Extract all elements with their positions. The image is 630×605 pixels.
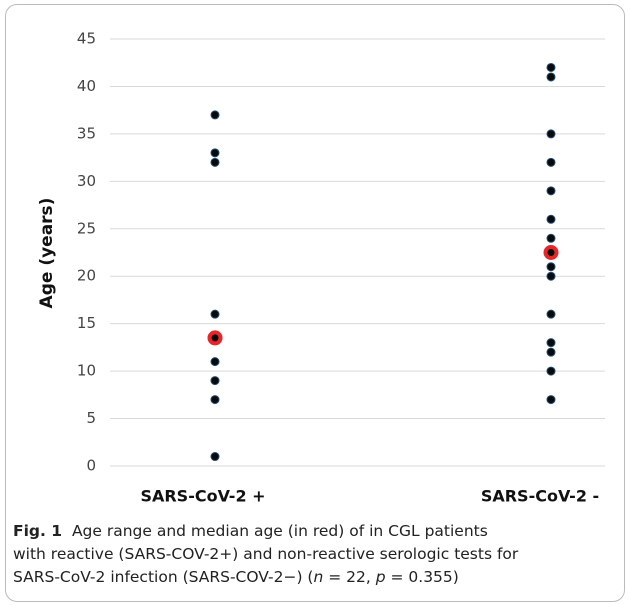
x-tick-label: SARS-CoV-2 -: [481, 487, 599, 506]
caption-text: = 22,: [323, 568, 376, 586]
data-point: [210, 157, 220, 167]
data-point: [210, 452, 220, 462]
data-point: [546, 214, 556, 224]
y-tick-label: 5: [86, 409, 96, 427]
data-point: [546, 271, 556, 281]
figure-frame: [5, 4, 625, 602]
y-tick-label: 30: [77, 172, 96, 190]
y-tick-label: 25: [77, 219, 96, 237]
y-tick-label: 45: [77, 30, 96, 48]
data-point: [546, 309, 556, 319]
caption-line: SARS-CoV-2 infection (SARS-COV-2−) (n = …: [13, 566, 613, 589]
data-point: [546, 366, 556, 376]
y-tick-label: 20: [77, 267, 96, 285]
data-point: [546, 62, 556, 72]
median-point: [543, 245, 559, 260]
caption-text: with reactive (SARS-COV-2+) and non-reac…: [13, 545, 519, 563]
caption-text: = 0.355): [385, 568, 459, 586]
data-point: [546, 338, 556, 348]
caption-text: p: [375, 568, 386, 586]
caption-text: Age range and median age (in red) of in …: [71, 522, 488, 540]
y-tick-label: 0: [86, 457, 96, 475]
data-point: [546, 186, 556, 196]
caption-line: Fig. 1 Age range and median age (in red)…: [13, 520, 613, 543]
data-point: [546, 157, 556, 167]
chart: Age (years) 0 5 10 15 20 25 30 35 40 45 SARS-CoV-2…: [37, 30, 605, 506]
data-point: [210, 148, 220, 158]
caption-text: SARS-CoV-2 infection (SARS-COV-2−) (: [13, 568, 314, 586]
data-point: [546, 347, 556, 357]
caption-line: with reactive (SARS-COV-2+) and non-reac…: [13, 543, 613, 566]
y-tick-label: 35: [77, 124, 96, 142]
data-point: [546, 72, 556, 82]
caption: Fig. 1 Age range and median age (in red)…: [13, 520, 613, 589]
data-point: [210, 395, 220, 405]
x-tick-label: SARS-CoV-2 +: [140, 487, 265, 506]
data-point: [546, 233, 556, 243]
data-point: [546, 262, 556, 272]
median-point: [207, 330, 223, 346]
y-tick-label: 15: [77, 314, 96, 332]
y-axis-label: Age (years): [37, 198, 57, 309]
caption-label: Fig. 1: [13, 522, 63, 540]
caption-text: n: [313, 568, 324, 586]
y-tick-label: 10: [77, 362, 96, 380]
data-point: [546, 129, 556, 139]
y-tick-label: 40: [77, 77, 96, 95]
data-point: [210, 309, 220, 319]
data-point: [210, 110, 220, 120]
data-point: [210, 357, 220, 367]
data-point: [546, 395, 556, 405]
data-point: [210, 376, 220, 386]
